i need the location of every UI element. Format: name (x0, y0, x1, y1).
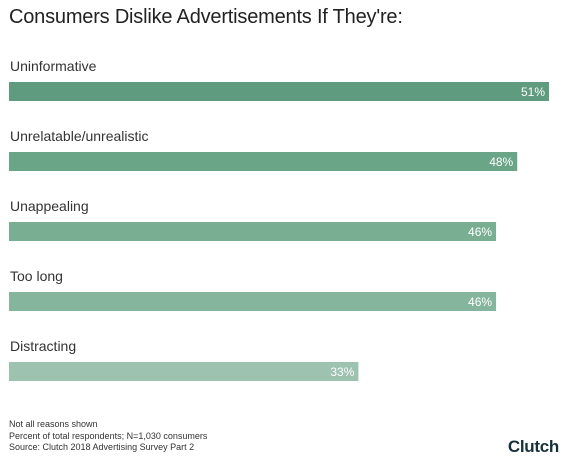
bar-unappealing (9, 222, 497, 241)
category-label-uninformative: Uninformative (10, 58, 97, 74)
chart-title: Consumers Dislike Advertisements If They… (9, 6, 403, 28)
footnote-2: Percent of total respondents; N=1,030 co… (9, 430, 208, 441)
value-label-distracting: 33% (330, 365, 354, 379)
category-label-unrelatable-unrealistic: Unrelatable/unrealistic (10, 128, 149, 144)
footnote-1: Not all reasons shown (9, 419, 98, 429)
category-label-distracting: Distracting (10, 338, 76, 354)
value-label-too-long: 46% (468, 295, 492, 309)
value-label-unappealing: 46% (468, 225, 492, 239)
category-label-too-long: Too long (10, 268, 63, 284)
category-label-unappealing: Unappealing (10, 198, 89, 214)
value-label-uninformative: 51% (521, 85, 545, 99)
clutch-logo: Clutch (507, 437, 559, 456)
bar-distracting (9, 362, 359, 381)
value-label-unrelatable-unrealistic: 48% (489, 155, 513, 169)
bar-too-long (9, 292, 497, 311)
bar-unrelatable-unrealistic (9, 152, 518, 171)
bar-uninformative (9, 82, 549, 101)
footnote-3: Source: Clutch 2018 Advertising Survey P… (9, 442, 195, 452)
footnotes: Not all reasons shown Percent of total r… (9, 419, 207, 454)
